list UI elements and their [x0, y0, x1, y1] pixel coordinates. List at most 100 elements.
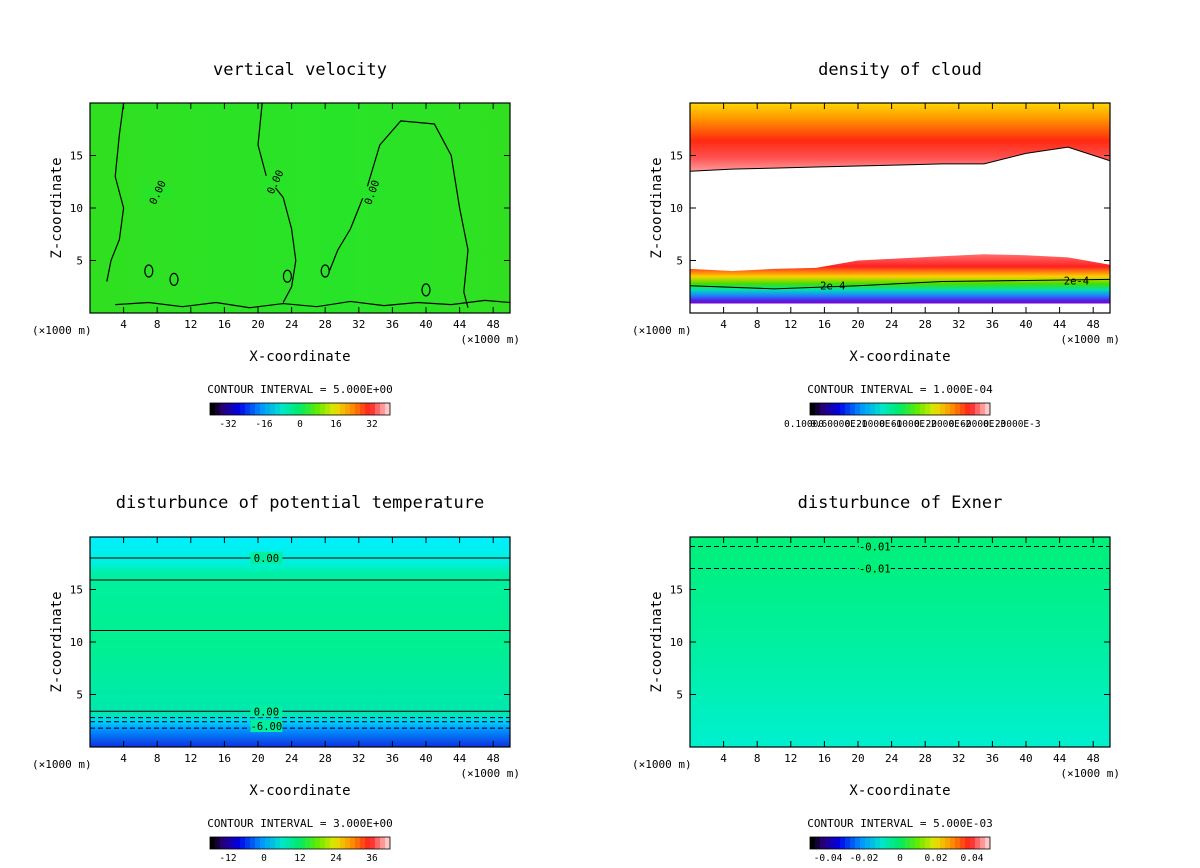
x-tick-label: 36: [986, 752, 999, 765]
colorbar-cell: [815, 403, 821, 415]
x-tick-label: 44: [1053, 752, 1067, 765]
contour-label-bg: [141, 186, 174, 199]
colorbar-cell: [360, 837, 366, 849]
x-tick-label: 28: [919, 318, 932, 331]
colorbar-cell: [265, 837, 271, 849]
x-tick-label: 44: [1053, 318, 1067, 331]
colorbar-cell: [865, 837, 871, 849]
x-tick-label: 20: [851, 318, 864, 331]
contour-interval: CONTOUR INTERVAL = 3.000E+00: [207, 817, 392, 830]
y-tick-label: 5: [676, 255, 683, 268]
contour-line: [689, 146, 1111, 172]
colorbar-cell: [950, 837, 956, 849]
x-tick-label: 24: [285, 752, 299, 765]
contour-loop: [320, 264, 330, 278]
y-tick-label: 15: [70, 584, 83, 597]
upper-cloud-layer: [690, 103, 1110, 172]
contour-label: -0.01: [859, 564, 891, 576]
x-tick-label: 16: [818, 318, 831, 331]
colorbar-cell: [985, 837, 991, 849]
colorbar-cell: [300, 403, 306, 415]
x-tick-label: 8: [754, 752, 761, 765]
x-unit-right: (×1000 m): [1060, 767, 1120, 780]
y-tick-label: 5: [676, 689, 683, 702]
colorbar-cell: [950, 403, 956, 415]
x-unit-left: (×1000 m): [32, 758, 92, 771]
colorbar-tick-label: 16: [330, 419, 342, 430]
colorbar-cell: [260, 403, 266, 415]
colorbar-cell: [935, 403, 941, 415]
colorbar-cell: [315, 403, 321, 415]
colorbar-cell: [975, 837, 981, 849]
field-background: [690, 537, 1110, 747]
panel-title: vertical velocity: [213, 60, 387, 80]
colorbar-cell: [870, 403, 876, 415]
x-tick-label: 16: [818, 752, 831, 765]
colorbar-tick-label: 0: [297, 419, 303, 430]
colorbar-cell: [330, 837, 336, 849]
x-tick-label: 48: [487, 752, 500, 765]
colorbar-tick-label: 0.20000E-2: [914, 419, 971, 430]
contour-lines: [690, 545, 1110, 569]
colorbar-cell: [235, 403, 241, 415]
colorbar-tick-label: -16: [255, 419, 272, 430]
colorbar-cell: [855, 837, 861, 849]
x-tick-label: 4: [120, 318, 127, 331]
colorbar: 0.100000.60000E-10.20000E-10.60000E-20.2…: [784, 402, 1041, 430]
panel-title: density of cloud: [818, 60, 982, 80]
colorbar-cell: [930, 403, 936, 415]
x-tick-label: 36: [386, 318, 399, 331]
x-tick-label: 8: [154, 318, 161, 331]
colorbar-cell: [380, 403, 386, 415]
colorbar-cell: [985, 403, 991, 415]
colorbar-cell: [280, 403, 286, 415]
x-tick-label: 40: [419, 318, 432, 331]
y-tick-label: 15: [70, 150, 83, 163]
contour-label-bg: [858, 540, 891, 553]
contour-loop: [421, 283, 431, 297]
colorbar-cell: [325, 837, 331, 849]
colorbar-cell: [210, 837, 216, 849]
colorbar-cell: [260, 837, 266, 849]
colorbar-tick-label: -32: [219, 419, 236, 430]
colorbar-cell: [845, 403, 851, 415]
x-tick-label: 24: [285, 318, 299, 331]
colorbar-cell: [310, 403, 316, 415]
colorbar-cell: [860, 403, 866, 415]
contour-label-bg: [858, 562, 891, 575]
colorbar-cell: [340, 837, 346, 849]
colorbar-cell: [285, 837, 291, 849]
contour-label: 0.00: [254, 553, 279, 565]
colorbar-cell: [285, 403, 291, 415]
colorbar-cell: [255, 403, 261, 415]
colorbar-tick-label: 12: [294, 853, 305, 864]
colorbar-cell: [875, 403, 881, 415]
colorbar-cell: [960, 403, 966, 415]
colorbar-tick-label: 0.20000E-1: [845, 419, 902, 430]
colorbar-cell: [345, 403, 351, 415]
colorbar-cell: [865, 403, 871, 415]
x-unit-right: (×1000 m): [460, 767, 520, 780]
colorbar-cell: [270, 837, 276, 849]
colorbar-cell: [250, 837, 256, 849]
contour-interval: CONTOUR INTERVAL = 1.000E-04: [807, 383, 993, 396]
colorbar-cell: [825, 837, 831, 849]
colorbar-cell: [295, 837, 301, 849]
colorbar-cell: [895, 403, 901, 415]
colorbar-cell: [810, 837, 816, 849]
colorbar: -0.04 -0.02 0 0.02 0.04: [809, 836, 991, 864]
colorbar-cell: [955, 403, 961, 415]
x-unit-left: (×1000 m): [32, 324, 92, 337]
x-tick-label: 20: [251, 752, 264, 765]
colorbar-cell: [970, 403, 976, 415]
colorbar-tick-label: 0.10000: [784, 419, 824, 430]
colorbar-frame: [209, 836, 391, 850]
x-tick-label: 32: [952, 318, 965, 331]
x-tick-label: 20: [251, 318, 264, 331]
colorbar-tick-label: 36: [366, 853, 378, 864]
colorbar-cell: [840, 837, 846, 849]
colorbar-cell: [955, 837, 961, 849]
colorbar-cell: [910, 403, 916, 415]
colorbar-tick-label: 0.60000E-3: [949, 419, 1006, 430]
